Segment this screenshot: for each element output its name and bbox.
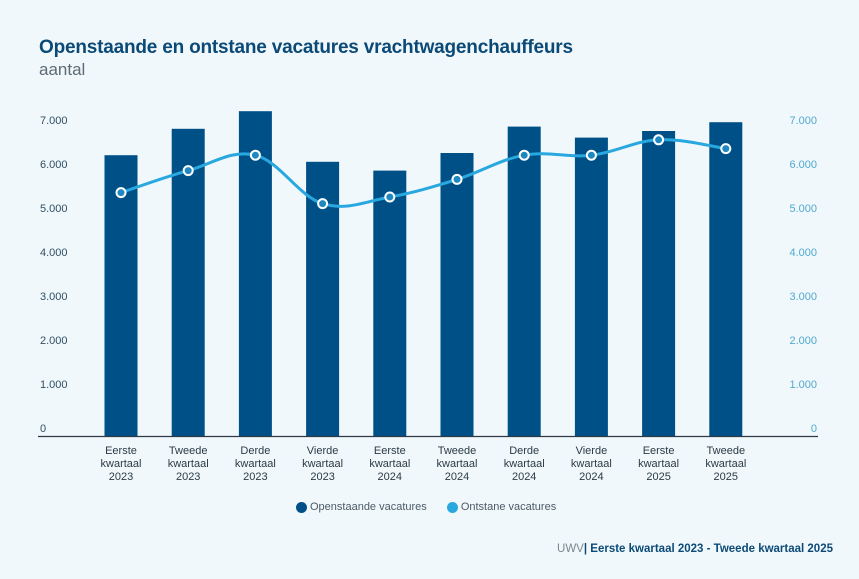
legend-label: Ontstane vacatures: [460, 501, 557, 513]
y-tick-label-right: 2.000: [789, 335, 817, 347]
x-tick-label: Tweede kwartaal 2025: [705, 445, 746, 483]
y-tick-label-left: 0: [40, 423, 46, 435]
chart-subtitle: aantal: [39, 60, 86, 79]
bar: [171, 128, 205, 437]
x-tick-label: Tweede kwartaal 2024: [437, 445, 478, 483]
legend-marker-openstaande: [296, 501, 307, 513]
x-tick-label: Eerste kwartaal 2023: [101, 445, 142, 483]
legend-marker-ontstane: [446, 501, 458, 513]
y-axis-left: 0 1.000 2.000 3.000 4.000 5.000 6.000 7.000: [40, 115, 68, 435]
line-series: [115, 134, 732, 210]
x-tick-label: Vierde kwartaal 2023: [302, 445, 343, 483]
y-tick-label-right: 5.000: [789, 203, 817, 215]
legend-item-openstaande[interactable]: Openstaande vacatures: [296, 501, 427, 513]
y-tick-label-left: 5.000: [40, 203, 68, 215]
bar: [238, 111, 272, 436]
x-tick-label: Derde kwartaal 2024: [504, 445, 545, 483]
footer-separator: |: [583, 543, 588, 555]
line-path: [120, 138, 727, 208]
y-tick-label-left: 3.000: [40, 291, 68, 303]
bar: [104, 155, 138, 436]
y-axis-right: 0 1.000 2.000 3.000 4.000 5.000 6.000 7.000: [789, 115, 817, 435]
y-tick-label-right: 0: [811, 423, 817, 435]
bar: [373, 170, 407, 436]
legend-item-ontstane[interactable]: Ontstane vacatures: [446, 501, 557, 513]
y-tick-label-left: 2.000: [40, 335, 68, 347]
y-tick-label-right: 7.000: [789, 115, 817, 127]
line-point: [115, 187, 127, 199]
footer-period: Eerste kwartaal 2023 - Tweede kwartaal 2…: [590, 543, 833, 555]
y-tick-label-left: 4.000: [40, 247, 68, 259]
x-tick-label: Eerste kwartaal 2024: [369, 445, 410, 483]
y-tick-label-right: 1.000: [789, 379, 817, 391]
y-tick-label-right: 6.000: [789, 159, 817, 171]
chart-title: Openstaande en ontstane vacatures vracht…: [39, 37, 573, 58]
footer: UWV| Eerste kwartaal 2023 - Tweede kwart…: [557, 543, 833, 555]
bar: [574, 137, 608, 436]
y-tick-label-right: 3.000: [789, 291, 817, 303]
x-axis-labels: Eerste kwartaal 2023 Tweede kwartaal 2023 Derd…: [101, 445, 747, 483]
y-tick-label-right: 4.000: [789, 247, 817, 259]
y-tick-label-left: 7.000: [40, 115, 68, 127]
line-point: [317, 198, 329, 210]
bar: [709, 122, 743, 436]
x-tick-label: Eerste kwartaal 2025: [638, 445, 679, 483]
y-tick-label-left: 6.000: [40, 159, 68, 171]
legend-label: Openstaande vacatures: [310, 501, 427, 513]
bar: [440, 153, 474, 436]
line-point: [182, 165, 194, 177]
line-point: [451, 173, 463, 185]
bar: [507, 126, 541, 436]
line-point: [585, 149, 597, 161]
y-tick-label-left: 1.000: [40, 379, 68, 391]
line-point: [249, 149, 261, 161]
x-tick-label: Derde kwartaal 2023: [235, 445, 276, 483]
x-tick-label: Tweede kwartaal 2023: [168, 445, 209, 483]
line-point: [653, 134, 665, 146]
legend: Openstaande vacatures Ontstane vacatures: [296, 501, 556, 513]
footer-source: UWV: [557, 543, 584, 555]
line-point: [518, 149, 530, 161]
line-point: [384, 191, 396, 203]
line-point: [720, 143, 732, 155]
x-tick-label: Vierde kwartaal 2024: [571, 445, 612, 483]
bar: [642, 131, 676, 436]
bar-series: [104, 111, 743, 437]
